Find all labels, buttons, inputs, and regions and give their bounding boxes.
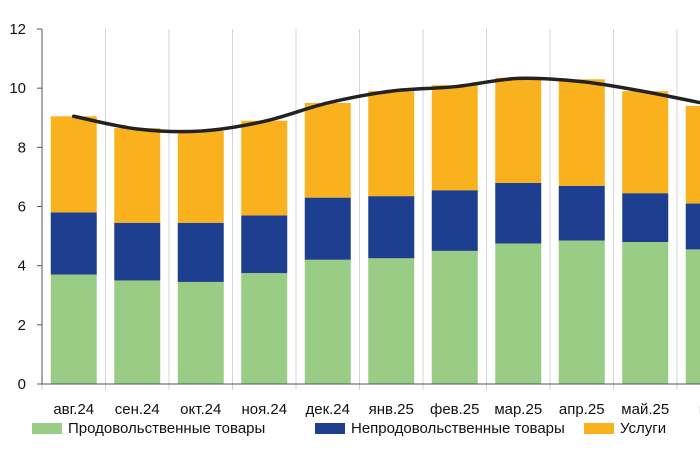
bar-segment-food: [685, 249, 700, 384]
total-line: [72, 76, 700, 134]
x-tick-label: ию: [699, 401, 700, 418]
x-tick-label: апр.25: [559, 401, 605, 418]
legend-item-services: Услуги: [584, 420, 666, 437]
bar-segment-nonfood: [685, 203, 700, 250]
bar-segment-services: [368, 91, 415, 197]
y-tick-label: 8: [18, 139, 26, 156]
x-tick-label: сен.24: [115, 401, 160, 418]
y-tick-label: 10: [9, 80, 26, 97]
y-tick-label: 4: [18, 258, 26, 275]
y-tick-label: 2: [18, 317, 26, 334]
bar-segment-services: [50, 116, 97, 213]
bar-segment-nonfood: [368, 196, 415, 259]
legend-label-nonfood: Непродовольственные товары: [351, 420, 565, 437]
bar-segment-nonfood: [241, 215, 288, 274]
bar-segment-nonfood: [431, 190, 478, 251]
bar-segment-nonfood: [622, 193, 669, 242]
bar-segment-food: [177, 281, 224, 384]
bar-segment-nonfood: [177, 222, 224, 282]
bar-segment-nonfood: [114, 222, 161, 281]
bar-segment-services: [114, 128, 161, 223]
bar-segment-food: [114, 280, 161, 384]
legend-swatch-nonfood: [315, 423, 345, 434]
bar-segment-services: [558, 79, 605, 186]
bar-segment-nonfood: [304, 197, 351, 260]
bar-segment-food: [368, 258, 415, 384]
legend-swatch-services: [584, 423, 614, 434]
legend-item-food: Продовольственные товары: [32, 420, 265, 437]
legend-label-food: Продовольственные товары: [68, 420, 266, 437]
x-tick-label: авг.24: [53, 401, 94, 418]
legend-swatch-food: [32, 423, 62, 434]
bar-segment-services: [495, 77, 542, 183]
bar-segment-food: [431, 250, 478, 384]
y-tick-label: 0: [18, 376, 26, 393]
x-tick-label: окт.24: [180, 401, 221, 418]
bar-segment-nonfood: [495, 182, 542, 244]
x-tick-label: ноя.24: [241, 401, 287, 418]
x-tick-label: дек.24: [305, 401, 350, 418]
bar-segment-food: [50, 274, 97, 384]
y-tick-label: 12: [9, 21, 26, 38]
x-tick-label: май.25: [621, 401, 669, 418]
bar-segment-food: [241, 273, 288, 384]
bar-segment-services: [177, 131, 224, 223]
x-tick-label: мар.25: [494, 401, 542, 418]
legend: Продовольственные товары Непродовольстве…: [0, 420, 700, 448]
y-tick-label: 6: [18, 199, 26, 216]
bar-segment-food: [622, 242, 669, 384]
bar-segment-food: [304, 259, 351, 384]
bar-segment-nonfood: [558, 185, 605, 241]
legend-item-nonfood: Непродовольственные товары: [315, 420, 565, 437]
x-tick-label: янв.25: [369, 401, 414, 418]
bar-segment-services: [685, 105, 700, 204]
bar-segment-nonfood: [50, 212, 97, 275]
bar-segment-services: [304, 102, 351, 198]
bar-segment-food: [558, 240, 605, 384]
bar-segment-services: [241, 120, 288, 216]
bar-segment-food: [495, 243, 542, 384]
bar-segment-services: [431, 85, 478, 191]
legend-label-services: Услуги: [620, 420, 667, 437]
x-tick-label: фев.25: [430, 401, 480, 418]
bar-segment-services: [622, 91, 669, 194]
stacked-bar-chart: 0 2 4 6 8 10 12 авг.24 сен.24 окт.24 ноя.24 дек.24 я…: [9, 21, 700, 418]
